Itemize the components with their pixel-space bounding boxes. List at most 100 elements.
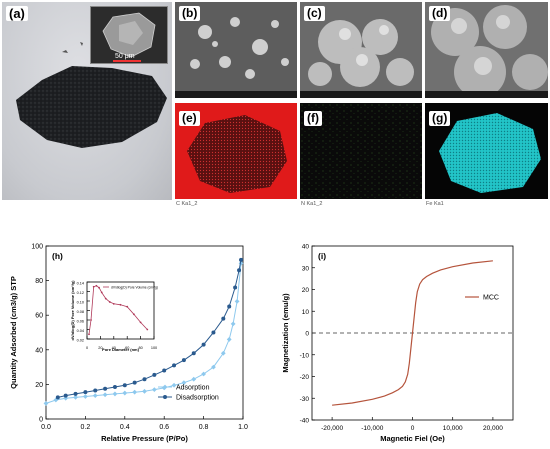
- y-tick-label: 0.10: [77, 301, 84, 305]
- x-tick-label: 20: [98, 346, 102, 350]
- adsorption-point: [132, 389, 138, 395]
- adsorption-point: [201, 371, 206, 377]
- panel-label-d: (d): [429, 6, 451, 21]
- adsorption-point: [238, 260, 244, 266]
- y-tick-label: 0.14: [77, 282, 84, 286]
- adsorption-point: [83, 394, 88, 399]
- adsorption-point: [211, 364, 216, 370]
- y-tick-label: -20: [300, 374, 310, 381]
- y-tick-label: 60: [35, 313, 43, 320]
- plot-frame: [86, 281, 155, 340]
- y-tick-label: 0.06: [77, 320, 84, 324]
- pore-volume-point: [126, 305, 129, 308]
- y-tick-label: 20: [302, 287, 310, 294]
- carbon-sample-photo: [16, 42, 167, 148]
- eds-caption-e: C Ka1_2: [176, 201, 198, 207]
- adsorption-point: [226, 337, 232, 342]
- pore-volume-point: [119, 303, 122, 306]
- adsorption-point: [181, 380, 187, 386]
- panel-label-f: (f): [304, 111, 322, 126]
- y-tick-label: 0: [305, 331, 309, 338]
- y-tick-label: 0.04: [77, 329, 84, 333]
- desorption-point: [181, 358, 186, 363]
- adsorption-point: [191, 376, 197, 382]
- adsorption-point: [151, 387, 157, 392]
- pore-volume-point: [108, 301, 111, 303]
- legend-label: Disadsorption: [176, 395, 219, 402]
- x-tick-label: 0: [411, 425, 415, 432]
- desorption-point: [221, 316, 226, 321]
- adsorption-point: [43, 401, 49, 406]
- sem-panel-c: (c): [300, 2, 422, 98]
- x-tick-label: 0.4: [120, 424, 130, 431]
- sem-info-bar: [425, 91, 548, 98]
- sem-particle: [102, 12, 156, 58]
- y-tick-label: -10: [300, 352, 310, 359]
- pore-volume-point: [92, 285, 95, 288]
- y-tick-label: 30: [302, 265, 310, 272]
- desorption-point: [162, 368, 167, 373]
- desorption-point: [63, 393, 68, 398]
- sem-info-bar: [175, 91, 297, 98]
- pore-volume-point: [146, 328, 149, 331]
- pore-volume-point: [95, 284, 98, 287]
- pore-volume-point: [133, 313, 135, 316]
- x-tick-label: 60: [125, 346, 129, 350]
- x-axis-label: Relative Pressure (P/Po): [101, 434, 188, 443]
- inset-legend-label: dV/dlog(D) Pore Volume (cm³/g): [111, 285, 158, 289]
- x-tick-label: 0.0: [41, 424, 51, 431]
- panel-label-g: (g): [429, 111, 451, 126]
- eds-caption-f: N Ka1_2: [301, 201, 323, 207]
- adsorption-point: [112, 391, 118, 397]
- x-tick-label: 20,000: [483, 425, 503, 432]
- panel-label-b: (b): [179, 6, 201, 21]
- pore-volume-point: [88, 333, 90, 336]
- desorption-point: [172, 363, 177, 368]
- x-tick-label: 0.8: [199, 424, 209, 431]
- x-tick-label: -10,000: [361, 425, 383, 432]
- pore-volume-point: [139, 321, 142, 324]
- inset-scale-label: 50 μm: [115, 53, 135, 60]
- desorption-point: [152, 372, 157, 377]
- y-tick-label: 0.12: [77, 291, 84, 295]
- isotherm-chart: 0.0 0.2 0.4 0.6 0.8 1.0 0 20 40 60 80 100 Relative P…: [9, 244, 248, 444]
- pore-volume-point: [100, 291, 103, 294]
- desorption-point: [237, 268, 242, 273]
- desorption-point: [239, 257, 244, 262]
- eds-map-carbon: (e): [175, 103, 297, 199]
- pore-volume-point: [98, 286, 100, 289]
- adsorption-point: [234, 298, 240, 304]
- desorption-point: [191, 351, 196, 356]
- eds-caption-g: Fe Ka1: [426, 201, 444, 207]
- desorption-point: [93, 388, 98, 393]
- legend-marker: [163, 395, 167, 399]
- desorption-point: [211, 330, 216, 335]
- sem-panel-d: (d): [425, 2, 548, 98]
- y-axis-label: dV/dlog(D) Pore Volume (cm³/g): [70, 280, 75, 341]
- pore-volume-line: [88, 285, 148, 335]
- carbon-map-image: [187, 115, 287, 193]
- desorption-point: [103, 386, 108, 391]
- legend-label: MCC: [483, 295, 499, 302]
- x-axis-label: Magnetic Fiel (Oe): [380, 434, 445, 443]
- y-axis-label: Magnetization (emu/g): [281, 293, 290, 373]
- magnetization-curve: [332, 260, 493, 406]
- adsorption-point: [171, 382, 177, 388]
- adsorption-point: [142, 388, 147, 394]
- x-tick-label: 10,000: [443, 425, 463, 432]
- x-tick-label: 0.2: [81, 424, 91, 431]
- inset-scale-bar: [113, 60, 141, 62]
- desorption-point: [73, 391, 78, 396]
- x-axis-label: Pore Diameter (nm): [102, 347, 140, 352]
- y-tick-label: 10: [302, 309, 310, 316]
- eds-map-nitrogen: (f): [300, 103, 422, 199]
- photo-panel: (a) 50 μm: [2, 2, 172, 200]
- desorption-point: [142, 377, 147, 382]
- adsorption-point: [220, 350, 226, 356]
- x-tick-label: -20,000: [321, 425, 343, 432]
- sem-inset: 50 μm: [90, 6, 168, 64]
- y-tick-label: 80: [35, 278, 43, 285]
- eds-map-iron: (g): [425, 103, 548, 199]
- panel-label-c: (c): [304, 6, 325, 21]
- y-tick-label: 0.08: [77, 310, 84, 314]
